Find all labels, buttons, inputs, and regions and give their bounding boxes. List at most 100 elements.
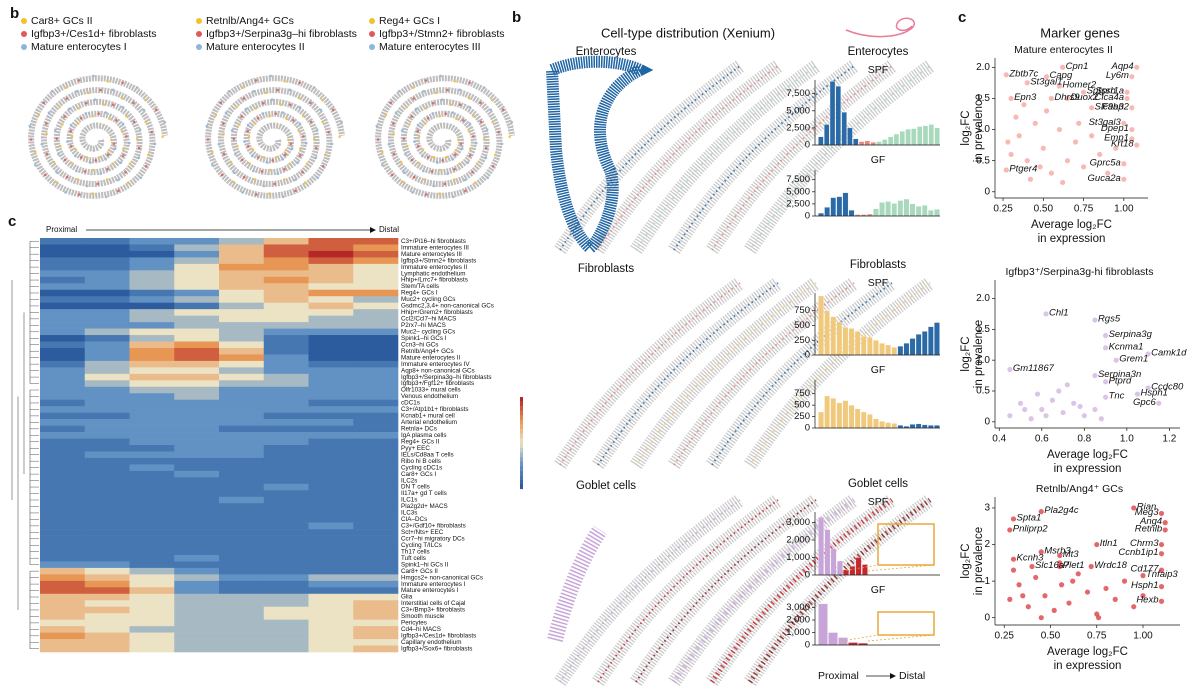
point	[1070, 578, 1076, 584]
row-label: Muc2– cycling GCs	[401, 328, 455, 335]
gene-label: Krt18	[1111, 139, 1134, 150]
spiral-cell	[430, 170, 434, 173]
decor-squiggle	[845, 17, 915, 38]
bar	[855, 557, 862, 576]
heatmap-cell	[308, 309, 354, 316]
point	[1077, 403, 1083, 410]
spiral-cell	[468, 122, 472, 125]
heatmap-cell	[174, 639, 220, 646]
point	[1158, 541, 1165, 548]
heatmap-cell	[40, 276, 86, 284]
heatmap-cell	[40, 250, 86, 258]
heatmap-cell	[219, 257, 265, 265]
heatmap-cell	[353, 464, 399, 472]
y-tick-label: 500	[794, 400, 810, 411]
heatmap-cell	[40, 580, 86, 588]
point	[1010, 516, 1017, 522]
point	[1075, 571, 1081, 577]
heatmap-cell	[308, 490, 354, 498]
heatmap-cell	[84, 613, 130, 620]
heatmap-cell	[40, 315, 86, 323]
heatmap-cell	[40, 238, 86, 245]
spiral-cell	[97, 112, 100, 115]
spiral-cell	[411, 191, 414, 194]
spiral-cell	[71, 162, 74, 165]
bar	[876, 141, 882, 146]
heatmap-cell	[84, 626, 130, 633]
spiral-cell	[387, 143, 391, 146]
spiral-cell	[132, 120, 136, 124]
y-axis-label: log₂FC	[960, 336, 972, 371]
heatmap-cell	[84, 328, 130, 336]
spiral-cell	[241, 191, 244, 194]
spiral-cell	[457, 138, 460, 142]
spiral-cell	[217, 143, 221, 146]
spiral-cell	[252, 169, 255, 173]
heatmap-cell	[40, 328, 86, 336]
spiral-cell	[299, 147, 302, 150]
gene-label: Msrb3	[1044, 545, 1071, 556]
heatmap-cell	[40, 438, 86, 446]
heatmap-cell	[353, 380, 399, 388]
spiral-cell	[484, 156, 488, 159]
heatmap-cell	[40, 360, 86, 368]
heatmap-cell	[263, 632, 309, 640]
spiral-cell	[281, 158, 285, 161]
heatmap-cell	[263, 509, 309, 517]
heatmap-cell	[84, 289, 130, 297]
gene-label: Ptger4	[1009, 164, 1037, 175]
gene-label: Fabp2	[1102, 101, 1130, 112]
gene-label: Tnfaip3	[1146, 569, 1178, 580]
heatmap-cell	[129, 619, 175, 627]
x-axis-label: Average log₂FC	[1047, 646, 1128, 658]
heatmap-cell	[40, 645, 86, 653]
bar	[818, 603, 828, 646]
heatmap-cell	[263, 393, 309, 401]
heatmap-cell	[84, 593, 130, 601]
heatmap-cell	[353, 367, 399, 375]
heatmap-cell	[263, 399, 309, 407]
y-tick-label: 250	[794, 411, 810, 422]
heatmap-cell	[40, 380, 86, 388]
row-label: Igfbp3+/Serpina3g–hi fibroblasts	[401, 374, 492, 381]
heatmap-cell	[353, 554, 399, 562]
heatmap-cell	[353, 567, 399, 575]
heatmap-cell	[219, 360, 265, 368]
heatmap-cell	[84, 380, 130, 388]
heatmap-cell	[263, 238, 309, 245]
spiral-cell	[107, 148, 111, 152]
heatmap-cell	[84, 516, 130, 523]
spiral-cell	[423, 178, 427, 181]
gene-label: Serpina3g	[1109, 329, 1153, 340]
heatmap-cell	[84, 347, 130, 355]
heatmap-cell	[353, 309, 399, 316]
spiral-cell	[29, 138, 33, 141]
heatmap-cell	[40, 419, 86, 426]
x-axis-label: in expression	[1054, 463, 1122, 475]
tissue-band	[554, 494, 745, 686]
point	[1057, 563, 1063, 570]
heatmap-cell	[263, 554, 309, 562]
spiral-cell	[301, 170, 304, 174]
heatmap-cell	[308, 483, 354, 491]
spiral-cell	[264, 91, 268, 95]
tissue-cells	[673, 65, 855, 251]
heatmap-cell	[174, 470, 220, 478]
spiral-cell	[52, 160, 56, 164]
spiral-cell	[122, 147, 125, 150]
bar	[899, 131, 905, 146]
heatmap-cell	[219, 490, 265, 498]
colorbar	[520, 475, 523, 480]
legend-dot	[369, 44, 375, 50]
heatmap-cell	[129, 477, 175, 485]
heatmap-cell	[353, 373, 399, 381]
spiral-cell	[45, 122, 48, 125]
tissue-cells	[597, 499, 779, 683]
heatmap-cell	[308, 419, 354, 426]
bar	[909, 338, 916, 356]
bar	[830, 197, 837, 217]
point	[1121, 176, 1127, 182]
spiral-cell	[405, 105, 409, 109]
legend-dot	[196, 31, 202, 37]
heatmap-cell	[353, 315, 399, 323]
